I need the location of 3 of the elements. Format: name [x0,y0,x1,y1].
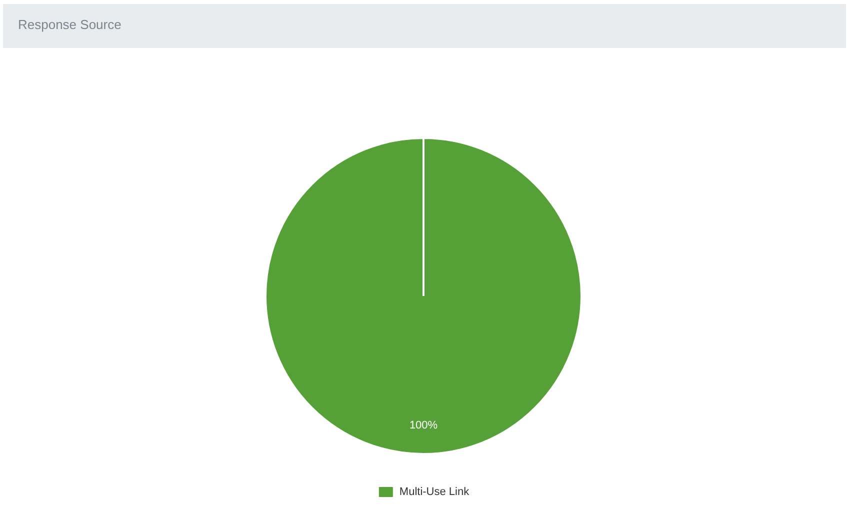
legend-label: Multi-Use Link [399,486,470,498]
text: Response Source [18,17,122,32]
data-label: 100% [409,420,438,432]
